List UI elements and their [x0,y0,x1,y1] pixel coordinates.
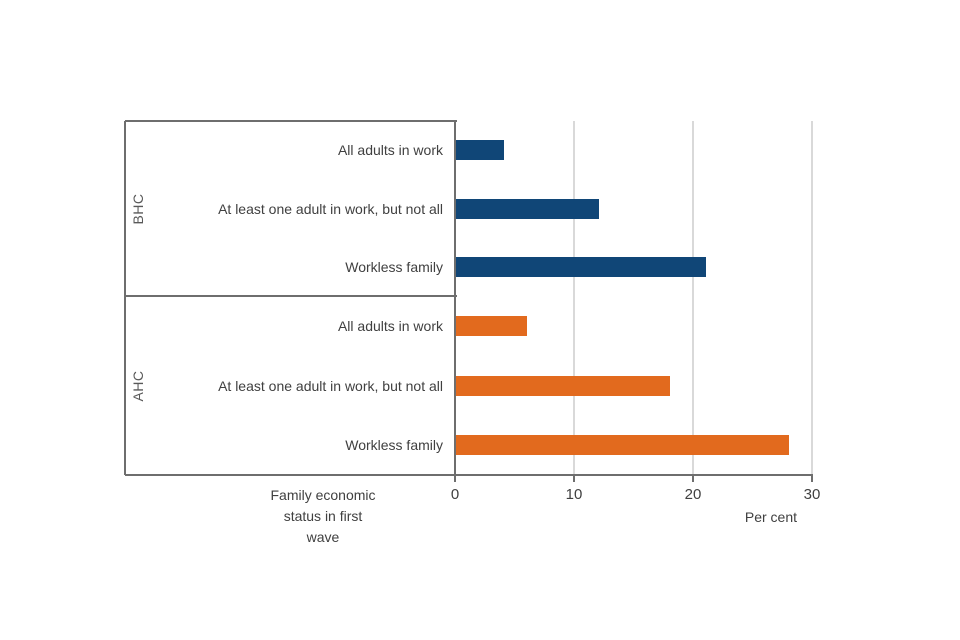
category-axis-title-line1: Family economic [270,487,376,503]
category-label: Workless family [345,258,443,275]
category-axis-title-line2: status in first [283,508,363,524]
bar-bhc-3 [456,256,706,277]
plot-area: BHC All adults in work At least one adult … [124,120,813,482]
category-label: All adults in work [337,317,443,334]
x-axis-tick-20 [692,475,694,482]
gridline-10 [573,121,575,475]
category-label: At least one adult in work, but not all [218,200,443,217]
bar-ahc-2 [456,375,671,396]
bar-ahc-1 [456,315,528,336]
x-tick-label-0: 0 [450,486,460,503]
category-axis-title-line3: wave [306,529,340,545]
x-axis-tick-30 [811,475,813,482]
bar-bhc-1 [456,140,504,161]
x-tick-label-20: 20 [684,486,702,503]
category-label: Workless family [345,437,443,454]
x-tick-label-30: 30 [803,486,821,503]
x-tick-label-10: 10 [565,486,583,503]
category-label: All adults in work [337,142,443,159]
gridline-30 [811,121,813,475]
x-axis-title: Per cent [744,509,797,525]
x-axis-line [125,474,813,476]
gridline-20 [692,121,694,475]
frame-top-line [125,120,457,122]
category-label: At least one adult in work, but not all [218,377,443,394]
x-axis-tick-10 [573,475,575,482]
bar-ahc-3 [456,435,790,456]
category-axis-title: Family economic status in first wave [213,485,433,548]
frame-divider-line [125,295,457,297]
x-axis-tick-0 [454,475,456,482]
frame-left-line [124,121,126,475]
category-axis-line [454,121,456,475]
bar-bhc-2 [456,198,599,219]
